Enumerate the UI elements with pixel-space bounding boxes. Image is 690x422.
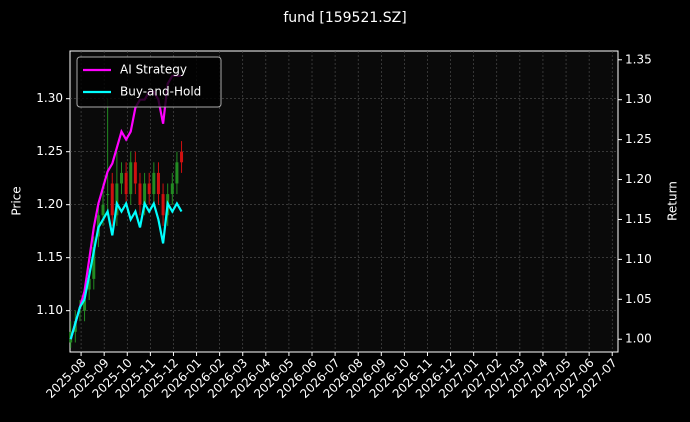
y-axis-label: Price [10, 186, 24, 215]
line-series [69, 74, 182, 340]
candle-body [124, 172, 128, 195]
y2-tick-label: 1.00 [625, 332, 652, 346]
y-tick-label: 1.20 [36, 197, 63, 211]
y2-axis-label: Return [666, 181, 680, 221]
y2-tick-label: 1.35 [625, 52, 652, 66]
y2-tick-label: 1.05 [625, 292, 652, 306]
candle-body [115, 183, 119, 216]
candle-body [152, 172, 156, 195]
candle-body [133, 162, 137, 184]
candle-body [138, 183, 142, 205]
y2-tick-label: 1.30 [625, 92, 652, 106]
y-tick-label: 1.30 [36, 91, 63, 105]
y2-tick-label: 1.20 [625, 172, 652, 186]
y2-tick-label: 1.25 [625, 132, 652, 146]
y-tick-label: 1.25 [36, 144, 63, 158]
legend-label: AI Strategy [120, 63, 187, 77]
candle-body [110, 183, 114, 216]
candle-body [156, 172, 160, 195]
candle-body [170, 183, 174, 195]
candle-body [180, 151, 184, 163]
y2-tick-label: 1.15 [625, 212, 652, 226]
candle-body [147, 183, 151, 195]
candle-body [175, 162, 179, 184]
legend-label: Buy-and-Hold [120, 85, 201, 99]
candle-body [119, 172, 123, 184]
y-tick-label: 1.10 [36, 303, 63, 317]
legend-box [76, 56, 222, 108]
candle-body [143, 183, 147, 205]
candle-body [83, 300, 87, 311]
y-tick-label: 1.15 [36, 250, 63, 264]
chart-title: fund [159521.SZ] [283, 10, 406, 26]
candle-body [92, 247, 96, 279]
candle-body [129, 162, 133, 195]
candle-body [161, 194, 165, 216]
y2-tick-label: 1.10 [625, 252, 652, 266]
candle-body [87, 278, 91, 290]
line-series [69, 200, 183, 340]
candle-body [101, 204, 105, 216]
candle-body [106, 194, 110, 196]
